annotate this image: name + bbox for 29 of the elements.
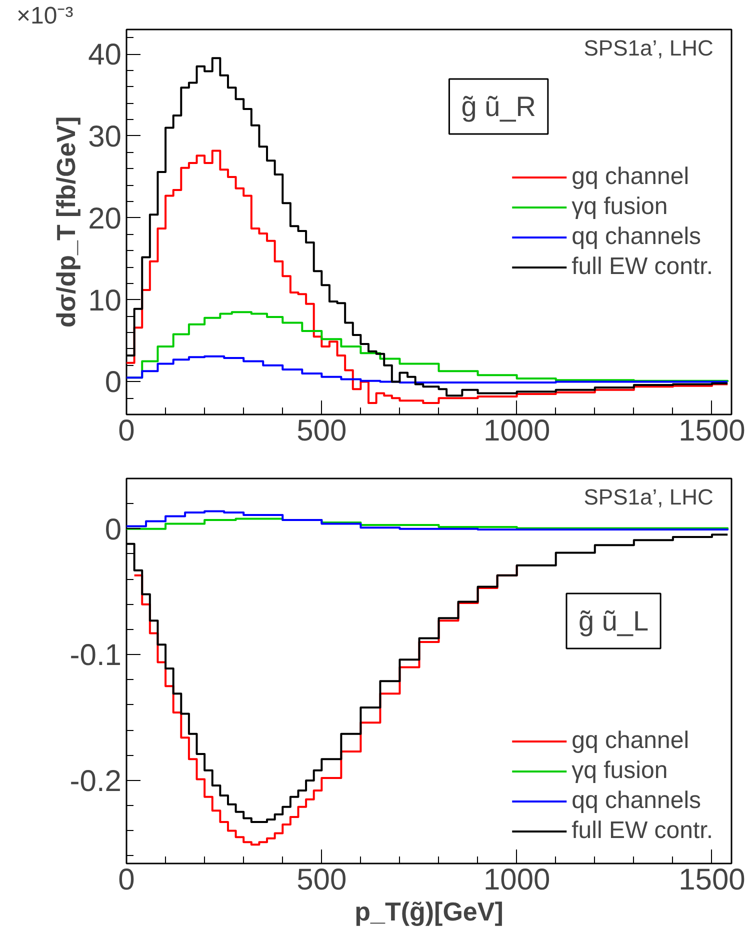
annotation: g̃ ũ_L — [578, 605, 649, 636]
y-tick-label: 40 — [88, 38, 122, 72]
y-axis-title: dσ/dp_T [fb/GeV] — [51, 116, 82, 328]
legend-label: gq channel — [572, 727, 690, 755]
x-tick-label: 500 — [296, 864, 347, 896]
legend-label: γq fusion — [572, 192, 668, 220]
x-tick-label: 1000 — [483, 864, 550, 896]
text: ×10⁻³ — [16, 2, 74, 30]
x-tick-label: 1500 — [678, 414, 746, 448]
legend-label: qq channels — [572, 222, 702, 250]
annotation: SPS1a’, LHC — [584, 484, 714, 510]
legend-label: gq channel — [572, 162, 690, 190]
legend-label: qq channels — [572, 787, 702, 815]
y-tick-label: 10 — [88, 284, 122, 318]
x-axis-title: p_T(g̃)[GeV] — [354, 896, 504, 926]
y-tick-label: 0 — [104, 513, 122, 546]
annotation: g̃ ũ_R — [461, 91, 536, 122]
x-tick-label: 1000 — [483, 414, 550, 448]
y-tick-label: 20 — [88, 202, 122, 236]
legend-label: γq fusion — [572, 757, 668, 785]
y-tick-label: 0 — [104, 366, 122, 400]
x-tick-label: 500 — [296, 414, 347, 448]
y-tick-label: -0.2 — [70, 764, 122, 798]
legend-label: full EW contr. — [572, 252, 713, 280]
x-tick-label: 1500 — [678, 864, 746, 896]
annotation: SPS1a’, LHC — [584, 35, 714, 60]
legend-label: full EW contr. — [572, 817, 713, 845]
y-tick-label: 30 — [88, 120, 122, 154]
y-tick-label: -0.1 — [70, 639, 122, 672]
